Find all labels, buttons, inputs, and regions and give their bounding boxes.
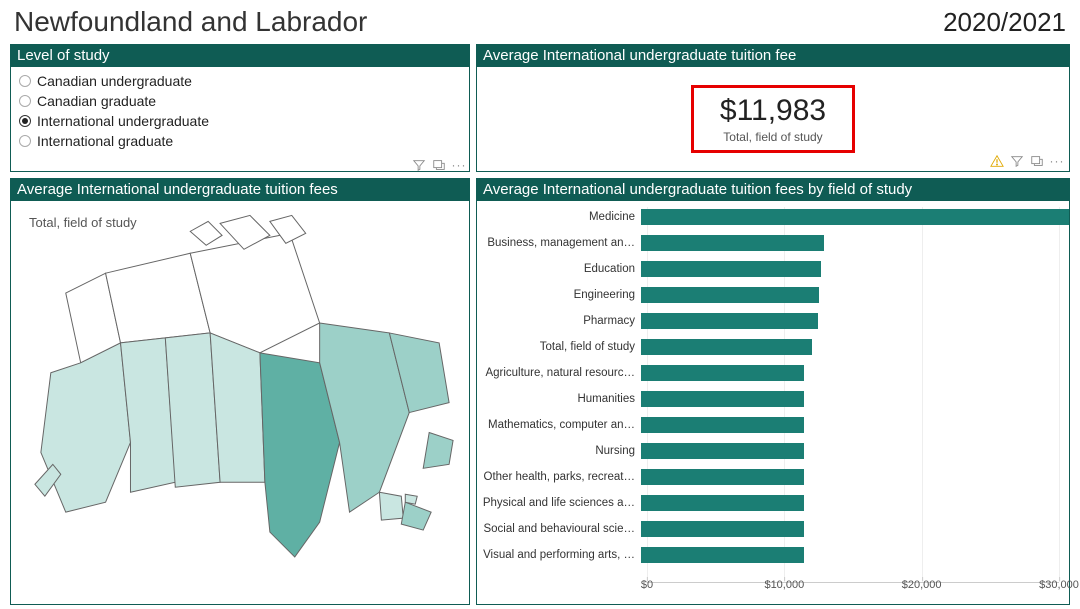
slicer-option-label: International graduate — [37, 133, 173, 149]
prov-pe[interactable] — [405, 494, 417, 504]
bar-label: Mathematics, computer an… — [477, 419, 641, 431]
kpi-highlight-box: $11,983 Total, field of study — [691, 85, 855, 153]
bar-fill[interactable] — [641, 261, 821, 277]
slicer-option[interactable]: Canadian undergraduate — [19, 71, 461, 91]
slicer-option-label: Canadian undergraduate — [37, 73, 192, 89]
radio-icon[interactable] — [19, 75, 31, 87]
kpi-value: $11,983 — [720, 94, 826, 128]
prov-nl-island[interactable] — [423, 432, 453, 468]
x-tick-label: $10,000 — [764, 579, 804, 591]
bar-fill[interactable] — [641, 547, 804, 563]
map-panel: Average International undergraduate tuit… — [10, 178, 470, 605]
bar-label: Medicine — [477, 211, 641, 223]
radio-icon[interactable] — [19, 115, 31, 127]
bar-row[interactable]: Agriculture, natural resourc… — [477, 363, 1069, 383]
bar-row[interactable]: Total, field of study — [477, 337, 1069, 357]
bar-label: Business, management an… — [477, 237, 641, 249]
x-tick-label: $30,000 — [1039, 579, 1079, 591]
barchart-body[interactable]: Medicine Business, management an… Educatio… — [477, 201, 1069, 604]
prov-mb[interactable] — [210, 333, 265, 482]
page-year: 2020/2021 — [943, 7, 1066, 38]
kpi-panel: Average International undergraduate tuit… — [476, 44, 1070, 172]
bar-fill[interactable] — [641, 313, 818, 329]
bar-row[interactable]: Other health, parks, recreat… — [477, 467, 1069, 487]
bar-label: Engineering — [477, 289, 641, 301]
bar-label: Education — [477, 263, 641, 275]
bar-row[interactable]: Humanities — [477, 389, 1069, 409]
bar-fill[interactable] — [641, 365, 804, 381]
warning-icon[interactable] — [989, 153, 1005, 169]
bar-label: Visual and performing arts, … — [477, 549, 641, 561]
bar-label: Nursing — [477, 445, 641, 457]
bar-fill[interactable] — [641, 495, 804, 511]
map-title: Average International undergraduate tuit… — [11, 179, 469, 201]
page-title: Newfoundland and Labrador — [14, 6, 367, 38]
bar-fill[interactable] — [641, 469, 804, 485]
slicer-title: Level of study — [11, 45, 469, 67]
bar-fill[interactable] — [641, 521, 804, 537]
bar-row[interactable]: Nursing — [477, 441, 1069, 461]
radio-icon[interactable] — [19, 135, 31, 147]
x-tick-label: $0 — [641, 579, 653, 591]
slicer-option[interactable]: International graduate — [19, 131, 461, 151]
slicer-option[interactable]: International undergraduate — [19, 111, 461, 131]
bar-row[interactable]: Social and behavioural scie… — [477, 519, 1069, 539]
bar-label: Other health, parks, recreat… — [477, 471, 641, 483]
slicer-panel: Level of study Canadian undergraduateCan… — [10, 44, 470, 172]
focus-mode-icon[interactable] — [431, 157, 447, 173]
bar-label: Humanities — [477, 393, 641, 405]
bar-row[interactable]: Pharmacy — [477, 311, 1069, 331]
prov-nb[interactable] — [379, 492, 403, 520]
bar-fill[interactable] — [641, 287, 819, 303]
more-options-icon[interactable]: ··· — [451, 157, 467, 173]
map-body[interactable]: Total, field of study — [11, 201, 469, 604]
bar-row[interactable]: Physical and life sciences a… — [477, 493, 1069, 513]
slicer-option[interactable]: Canadian graduate — [19, 91, 461, 111]
filter-icon[interactable] — [411, 157, 427, 173]
bar-row[interactable]: Business, management an… — [477, 233, 1069, 253]
bar-row[interactable]: Medicine — [477, 207, 1069, 227]
barchart-panel: Average International undergraduate tuit… — [476, 178, 1070, 605]
prov-bc[interactable] — [41, 343, 131, 512]
bar-label: Pharmacy — [477, 315, 641, 327]
x-tick-label: $20,000 — [902, 579, 942, 591]
bar-fill[interactable] — [641, 235, 824, 251]
bar-row[interactable]: Education — [477, 259, 1069, 279]
bar-label: Social and behavioural scie… — [477, 523, 641, 535]
header-row: Newfoundland and Labrador 2020/2021 — [10, 6, 1070, 44]
bar-row[interactable]: Visual and performing arts, … — [477, 545, 1069, 565]
bar-fill[interactable] — [641, 417, 804, 433]
more-options-icon[interactable]: ··· — [1049, 153, 1065, 169]
bar-label: Total, field of study — [477, 341, 641, 353]
bar-fill[interactable] — [641, 209, 1069, 225]
kpi-title: Average International undergraduate tuit… — [477, 45, 1069, 67]
bar-fill[interactable] — [641, 391, 804, 407]
bar-fill[interactable] — [641, 339, 812, 355]
bar-row[interactable]: Engineering — [477, 285, 1069, 305]
slicer-option-label: International undergraduate — [37, 113, 209, 129]
bar-row[interactable]: Mathematics, computer an… — [477, 415, 1069, 435]
kpi-subtitle: Total, field of study — [720, 130, 826, 144]
focus-mode-icon[interactable] — [1029, 153, 1045, 169]
bar-label: Agriculture, natural resourc… — [477, 367, 641, 379]
canada-map[interactable] — [11, 201, 469, 604]
slicer-body: Canadian undergraduate Canadian graduate I… — [11, 67, 469, 171]
map-legend-label: Total, field of study — [29, 215, 137, 230]
bar-fill[interactable] — [641, 443, 804, 459]
radio-icon[interactable] — [19, 95, 31, 107]
kpi-body: $11,983 Total, field of study ··· — [477, 67, 1069, 171]
filter-icon[interactable] — [1009, 153, 1025, 169]
bar-label: Physical and life sciences a… — [477, 497, 641, 509]
barchart-title: Average International undergraduate tuit… — [477, 179, 1069, 201]
prov-ns[interactable] — [401, 502, 431, 530]
slicer-option-label: Canadian graduate — [37, 93, 156, 109]
